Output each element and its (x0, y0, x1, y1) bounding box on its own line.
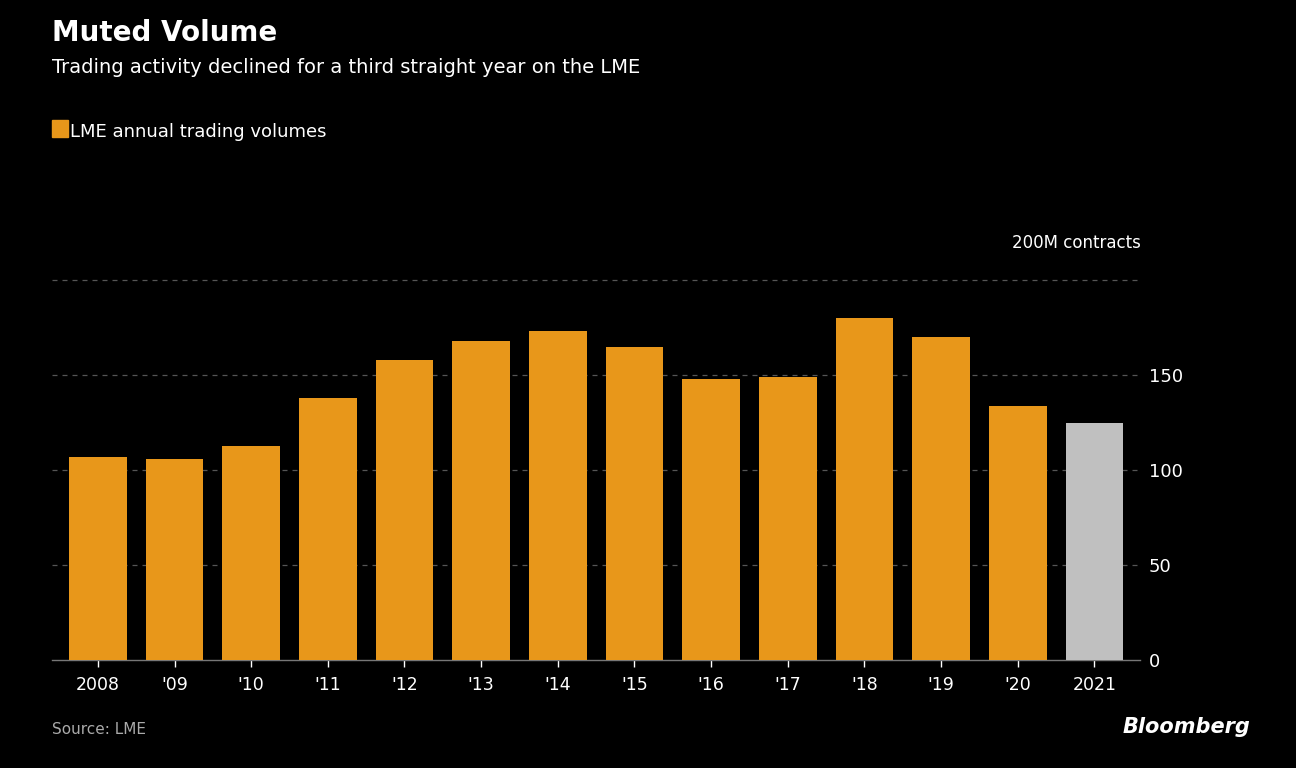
Bar (836, 318, 893, 660)
Bar (299, 398, 356, 660)
Bar (145, 459, 203, 660)
Bar (989, 406, 1047, 660)
Bar (529, 332, 587, 660)
Bar (223, 445, 280, 660)
Text: Source: LME: Source: LME (52, 722, 146, 737)
Bar (452, 341, 509, 660)
Text: LME annual trading volumes: LME annual trading volumes (70, 124, 327, 141)
Bar (912, 337, 969, 660)
Bar (69, 457, 127, 660)
Bar (759, 377, 816, 660)
Bar (1065, 422, 1124, 660)
Bar (683, 379, 740, 660)
Text: Muted Volume: Muted Volume (52, 19, 277, 47)
Text: 200M contracts: 200M contracts (1012, 234, 1140, 252)
Bar (376, 360, 433, 660)
Text: Bloomberg: Bloomberg (1122, 717, 1251, 737)
Text: Trading activity declined for a third straight year on the LME: Trading activity declined for a third st… (52, 58, 640, 77)
Bar (605, 346, 664, 660)
